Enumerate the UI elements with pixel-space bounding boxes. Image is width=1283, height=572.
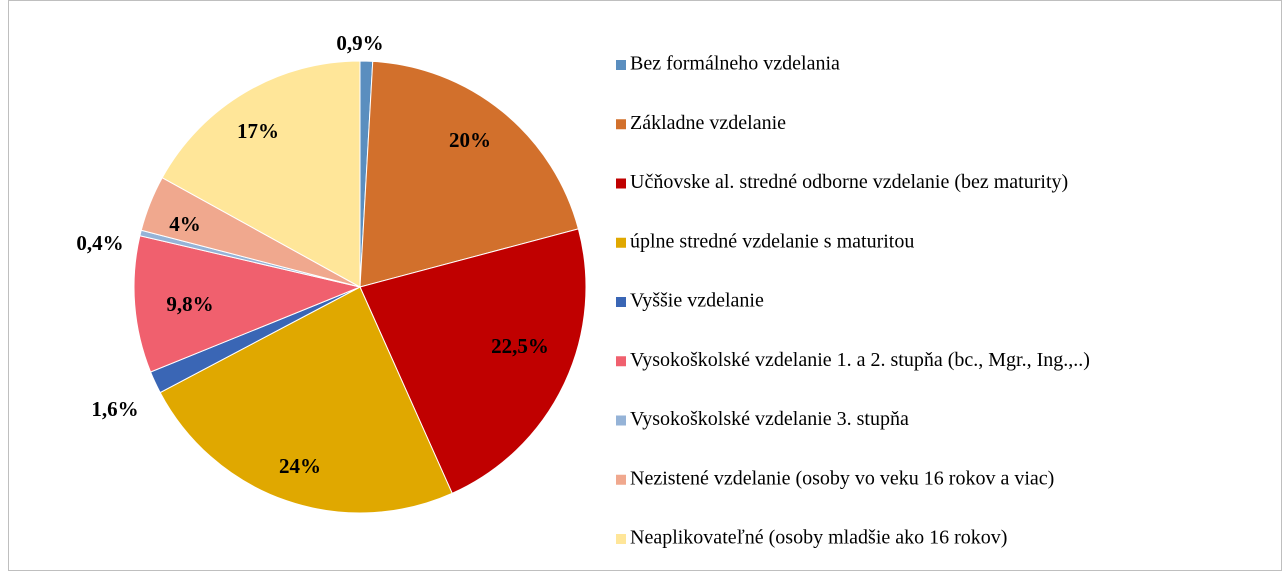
- pie-slice: [161, 60, 361, 288]
- legend-swatch: [616, 60, 626, 70]
- legend-label: Vysokoškolské vzdelanie 1. a 2. stupňa (…: [630, 349, 1090, 371]
- pie-slice: [359, 60, 580, 288]
- legend-label: Neaplikovateľné (osoby mladšie ako 16 ro…: [630, 527, 1007, 549]
- legend-swatch: [616, 474, 626, 485]
- pie-slice: [159, 286, 453, 514]
- legend-label: Vysokoškolské vzdelanie 3. stupňa: [630, 408, 909, 430]
- pie-slice: [359, 228, 587, 495]
- data-label: 4%: [169, 212, 201, 236]
- legend-label: Učňovske al. stredné odborne vzdelanie (…: [630, 171, 1068, 193]
- legend-swatch: [616, 297, 626, 307]
- legend-swatch: [616, 356, 626, 367]
- data-label: 20%: [449, 128, 491, 152]
- legend-label: Nezistené vzdelanie (osoby vo veku 16 ro…: [630, 467, 1054, 489]
- data-label: 9,8%: [166, 292, 213, 316]
- legend-swatch: [616, 178, 626, 189]
- legend-label: Vyššie vzdelanie: [630, 290, 764, 312]
- data-label: 17%: [237, 119, 279, 143]
- data-label: 0,4%: [76, 231, 123, 255]
- legend-swatch: [616, 415, 626, 426]
- data-label: 0,9%: [336, 31, 383, 55]
- legend-swatch: [616, 119, 626, 130]
- legend-label: Bez formálneho vzdelania: [630, 53, 840, 75]
- data-label: 22,5%: [491, 334, 549, 358]
- legend-swatch: [616, 534, 626, 544]
- pie-slice: [133, 235, 362, 373]
- data-label: 1,6%: [91, 397, 138, 421]
- legend-label: Základne vzdelanie: [630, 112, 786, 134]
- data-label: 24%: [279, 454, 321, 478]
- legend-label: úplne stredné vzdelanie s maturitou: [630, 230, 914, 252]
- legend-swatch: [616, 237, 626, 248]
